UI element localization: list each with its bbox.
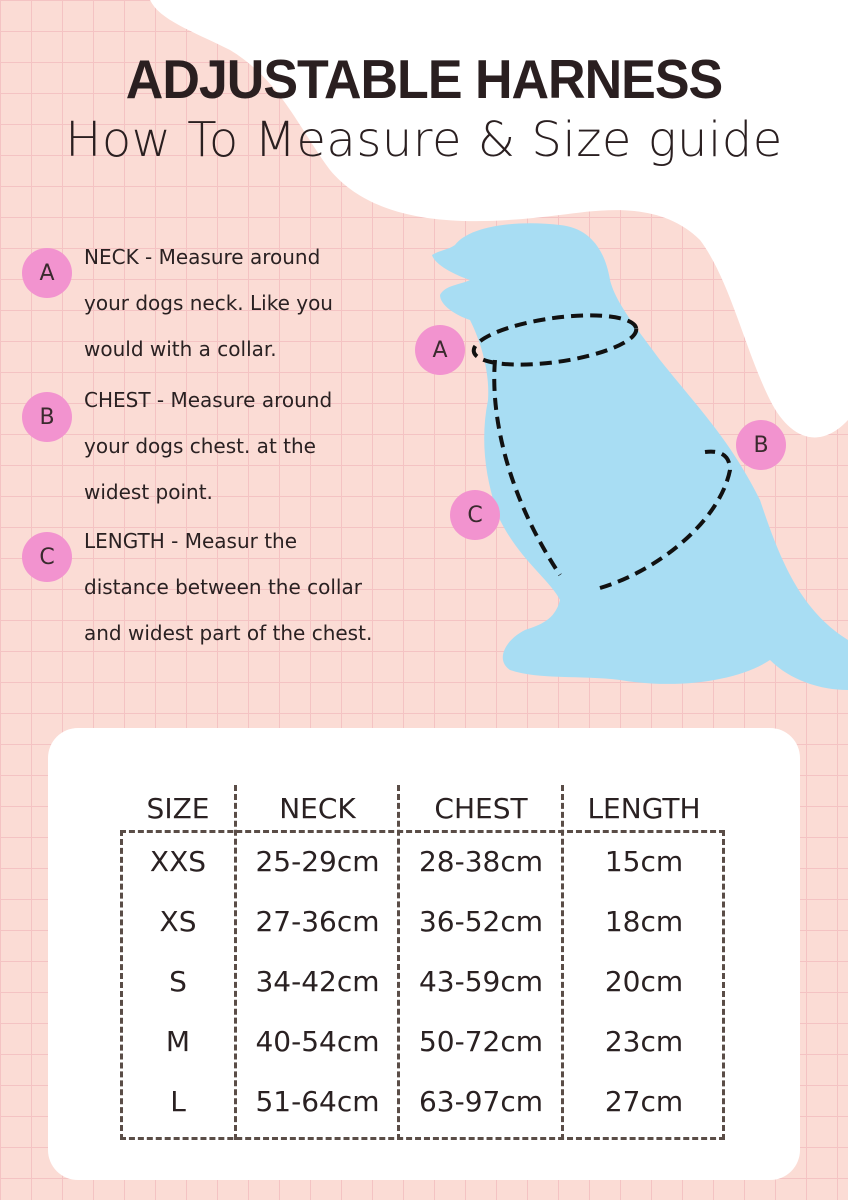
table-cell: XS: [159, 905, 197, 938]
table-cell: 18cm: [604, 905, 684, 938]
diagram-marker-a: A: [415, 325, 465, 375]
header-size: SIZE: [146, 792, 210, 825]
white-blob: [150, 0, 848, 438]
table-cell: M: [165, 1025, 191, 1058]
instruction-line: and widest part of the chest.: [84, 621, 373, 645]
header-chest: CHEST: [434, 792, 528, 825]
instruction-line: distance between the collar: [84, 575, 362, 599]
table-cell: 15cm: [604, 845, 684, 878]
instruction-line: LENGTH - Measur the: [84, 529, 298, 553]
instruction-line: would with a collar.: [84, 337, 277, 361]
badge-b: B: [22, 392, 72, 442]
table-cell: 28-38cm: [418, 845, 544, 878]
table-cell: XXS: [149, 845, 207, 878]
dog-silhouette: [432, 223, 848, 690]
table-cell: 27cm: [604, 1085, 684, 1118]
badge-c: C: [22, 532, 72, 582]
instruction-neck: NECK - Measure around your dogs neck. Li…: [84, 234, 444, 372]
table-cell: 40-54cm: [255, 1025, 380, 1058]
column-divider: [561, 785, 564, 1140]
instruction-line: widest point.: [84, 480, 213, 504]
instruction-line: CHEST - Measure around: [84, 388, 333, 412]
instruction-length: LENGTH - Measur the distance between the…: [84, 518, 444, 656]
table-cell: 23cm: [604, 1025, 684, 1058]
size-table-border: [120, 830, 725, 1140]
page-title: ADJUSTABLE HARNESS: [125, 49, 723, 111]
table-cell: 34-42cm: [255, 965, 380, 998]
instruction-chest: CHEST - Measure around your dogs chest. …: [84, 377, 444, 515]
neck-measure-line: [471, 313, 639, 367]
column-divider: [234, 785, 237, 1140]
badge-a: A: [22, 248, 72, 298]
table-cell: 43-59cm: [418, 965, 544, 998]
header-neck: NECK: [279, 792, 356, 825]
table-cell: 27-36cm: [255, 905, 380, 938]
table-cell: 50-72cm: [418, 1025, 544, 1058]
table-cell: L: [170, 1085, 186, 1118]
page-subtitle: How To Measure & Size guide: [65, 112, 783, 168]
table-cell: 25-29cm: [255, 845, 380, 878]
table-cell: 20cm: [604, 965, 684, 998]
diagram-marker-b: B: [736, 420, 786, 470]
instruction-line: your dogs chest. at the: [84, 434, 316, 458]
size-table-card: [48, 728, 800, 1180]
decoration-layer: [150, 0, 848, 690]
chest-length-measure-line: [492, 359, 733, 590]
column-divider: [397, 785, 400, 1140]
header-length: LENGTH: [587, 792, 701, 825]
table-cell: 63-97cm: [418, 1085, 544, 1118]
table-cell: 51-64cm: [255, 1085, 380, 1118]
instruction-line: NECK - Measure around: [84, 245, 321, 269]
diagram-marker-c: C: [450, 490, 500, 540]
instruction-line: your dogs neck. Like you: [84, 291, 333, 315]
table-cell: S: [169, 965, 187, 998]
table-cell: 36-52cm: [418, 905, 544, 938]
